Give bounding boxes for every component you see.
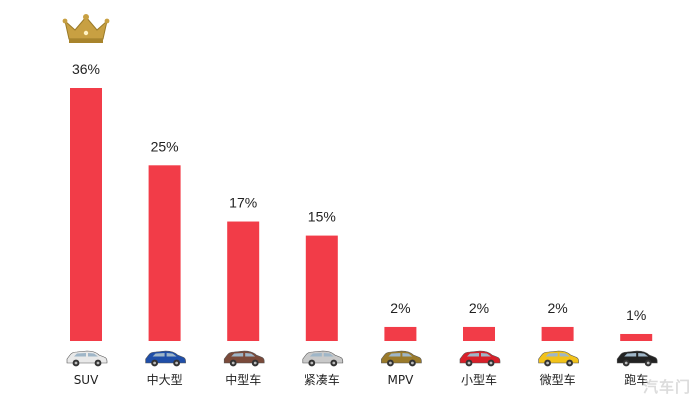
value-label: 2% [547,300,567,316]
gold-mpv-icon [381,350,422,367]
black-sports-car-icon [616,350,658,367]
red-small-car-icon [459,350,501,367]
bar [70,88,102,341]
bar [463,326,495,341]
value-label: 2% [469,300,489,316]
bar [227,221,260,341]
value-label: 25% [151,138,179,154]
category-label: 小型车 [461,372,497,387]
category-label: SUV [74,373,99,387]
category-label: 中大型 [147,372,183,387]
bar [541,326,574,341]
value-label: 36% [72,61,100,77]
category-label: 中型车 [225,372,261,387]
silver-hatchback-icon [302,350,344,367]
yellow-mini-car-icon [538,350,579,367]
category-label: 紧凑车 [304,372,340,387]
blue-sedan-icon [145,350,186,367]
category-label: MPV [387,373,414,387]
value-label: 2% [390,300,410,316]
value-label: 1% [626,307,646,323]
bar [148,165,181,341]
bar [384,326,417,341]
brown-sedan-icon [223,350,265,367]
bar [305,235,338,341]
category-label: 跑车 [624,372,648,387]
category-label: 微型车 [540,372,576,387]
watermark-text: 汽车门 [642,378,691,396]
value-label: 17% [229,195,257,211]
bar [620,333,653,341]
value-label: 15% [308,209,336,225]
crown-icon [62,14,110,43]
white-suv-icon [66,350,108,367]
